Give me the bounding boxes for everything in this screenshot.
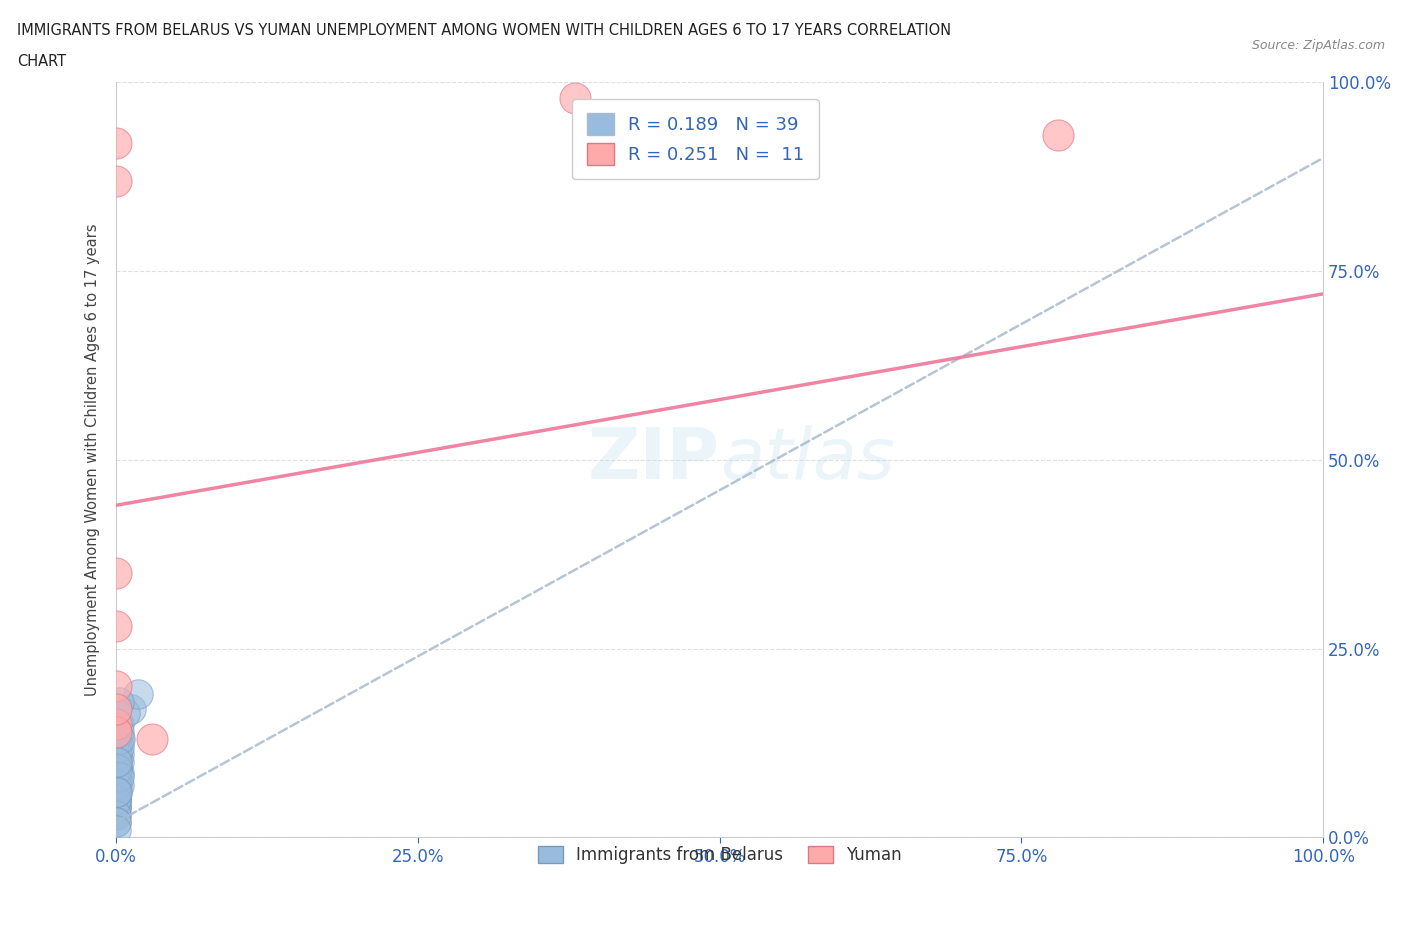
Point: [105, 792, 128, 807]
Point: [105, 717, 128, 732]
Point: [105, 815, 128, 830]
Point: [105, 785, 128, 800]
Point: [105, 815, 128, 830]
Point: [105, 777, 128, 792]
Text: atlas: atlas: [720, 425, 894, 495]
Point: [107, 762, 129, 777]
Point: [105, 565, 128, 580]
Point: [105, 701, 128, 716]
Y-axis label: Unemployment Among Women with Children Ages 6 to 17 years: Unemployment Among Women with Children A…: [86, 224, 100, 697]
Point: [105, 136, 128, 151]
Point: [141, 732, 163, 747]
Text: IMMIGRANTS FROM BELARUS VS YUMAN UNEMPLOYMENT AMONG WOMEN WITH CHILDREN AGES 6 T: IMMIGRANTS FROM BELARUS VS YUMAN UNEMPLO…: [17, 23, 950, 38]
Text: CHART: CHART: [17, 54, 66, 69]
Point: [107, 785, 129, 800]
Point: [105, 792, 128, 807]
Point: [105, 679, 128, 694]
Text: Source: ZipAtlas.com: Source: ZipAtlas.com: [1251, 39, 1385, 52]
Point: [127, 686, 149, 701]
Point: [107, 694, 129, 709]
Point: [107, 747, 129, 762]
Point: [105, 807, 128, 822]
Point: [107, 770, 129, 785]
Point: [105, 724, 128, 739]
Point: [105, 807, 128, 822]
Point: [105, 800, 128, 815]
Point: [105, 800, 128, 815]
Point: [107, 785, 129, 800]
Point: [107, 739, 129, 754]
Point: [114, 706, 136, 721]
Point: [105, 618, 128, 633]
Point: [105, 785, 128, 800]
Point: [105, 792, 128, 807]
Point: [120, 701, 142, 716]
Legend: Immigrants from Belarus, Yuman: Immigrants from Belarus, Yuman: [531, 839, 908, 870]
Point: [107, 770, 129, 785]
Point: [107, 777, 129, 792]
Point: [105, 173, 128, 188]
Point: [564, 90, 586, 105]
Point: [107, 777, 129, 792]
Point: [1046, 127, 1069, 142]
Point: [107, 724, 129, 739]
Point: [107, 717, 129, 732]
Point: [107, 754, 129, 769]
Point: [105, 800, 128, 815]
Point: [107, 747, 129, 762]
Point: [107, 754, 129, 769]
Point: [108, 732, 131, 747]
Point: [107, 732, 129, 747]
Point: [105, 792, 128, 807]
Point: [105, 822, 128, 837]
Point: [107, 765, 129, 780]
Point: [107, 754, 129, 769]
Point: [107, 739, 129, 754]
Text: ZIP: ZIP: [588, 425, 720, 495]
Point: [107, 762, 129, 777]
